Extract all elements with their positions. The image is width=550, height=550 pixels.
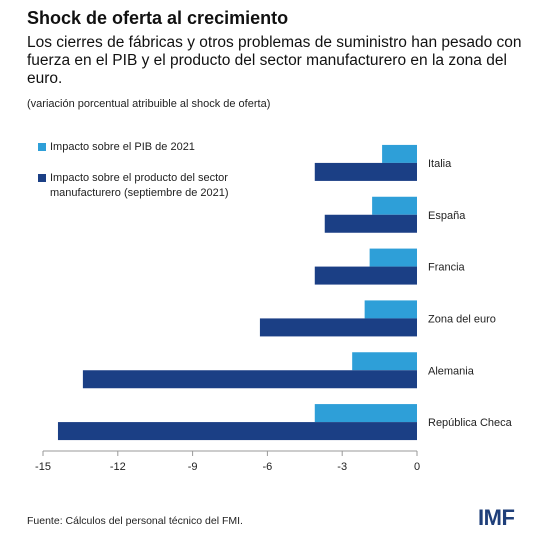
chart-subtitle: Los cierres de fábricas y otros problema… <box>27 34 522 87</box>
x-tick-label: -15 <box>35 461 51 473</box>
legend-label-gdp: Impacto sobre el PIB de 2021 <box>50 141 195 153</box>
category-label: Italia <box>428 158 452 170</box>
category-label: Francia <box>428 262 466 274</box>
x-tick-label: -9 <box>188 461 198 473</box>
x-tick-label: -6 <box>263 461 273 473</box>
x-tick-label: 0 <box>414 461 420 473</box>
bar-manufacturing-4 <box>82 370 417 389</box>
x-tick-label: -3 <box>337 461 347 473</box>
bar-gdp-2 <box>369 248 417 267</box>
legend-swatch-gdp <box>38 143 46 151</box>
chart-unit-note: (variación porcentual atribuible al shoc… <box>27 98 271 110</box>
category-label: República Checa <box>428 417 513 429</box>
x-tick-label: -12 <box>110 461 126 473</box>
bar-manufacturing-1 <box>324 214 417 233</box>
bar-manufacturing-0 <box>314 162 417 181</box>
bar-manufacturing-5 <box>57 422 418 441</box>
category-label: Zona del euro <box>428 313 496 325</box>
imf-logo: IMF <box>478 505 515 530</box>
category-label: España <box>428 210 466 222</box>
chart-title: Shock de oferta al crecimiento <box>27 8 289 28</box>
bar-manufacturing-3 <box>259 318 417 337</box>
bar-gdp-5 <box>314 404 417 423</box>
bar-manufacturing-2 <box>314 266 417 285</box>
legend: Impacto sobre el PIB de 2021 Impacto sob… <box>38 140 268 217</box>
legend-swatch-manufacturing <box>38 174 46 182</box>
bar-gdp-4 <box>352 352 417 371</box>
legend-label-manufacturing: Impacto sobre el producto del sector man… <box>50 172 229 199</box>
legend-item-gdp: Impacto sobre el PIB de 2021 <box>38 140 268 155</box>
bar-gdp-0 <box>382 144 417 163</box>
bar-gdp-1 <box>372 196 417 215</box>
legend-item-manufacturing: Impacto sobre el producto del sector man… <box>38 171 268 201</box>
category-label: Alemania <box>428 365 475 377</box>
bar-gdp-3 <box>364 300 417 319</box>
source-note: Fuente: Cálculos del personal técnico de… <box>27 515 243 527</box>
